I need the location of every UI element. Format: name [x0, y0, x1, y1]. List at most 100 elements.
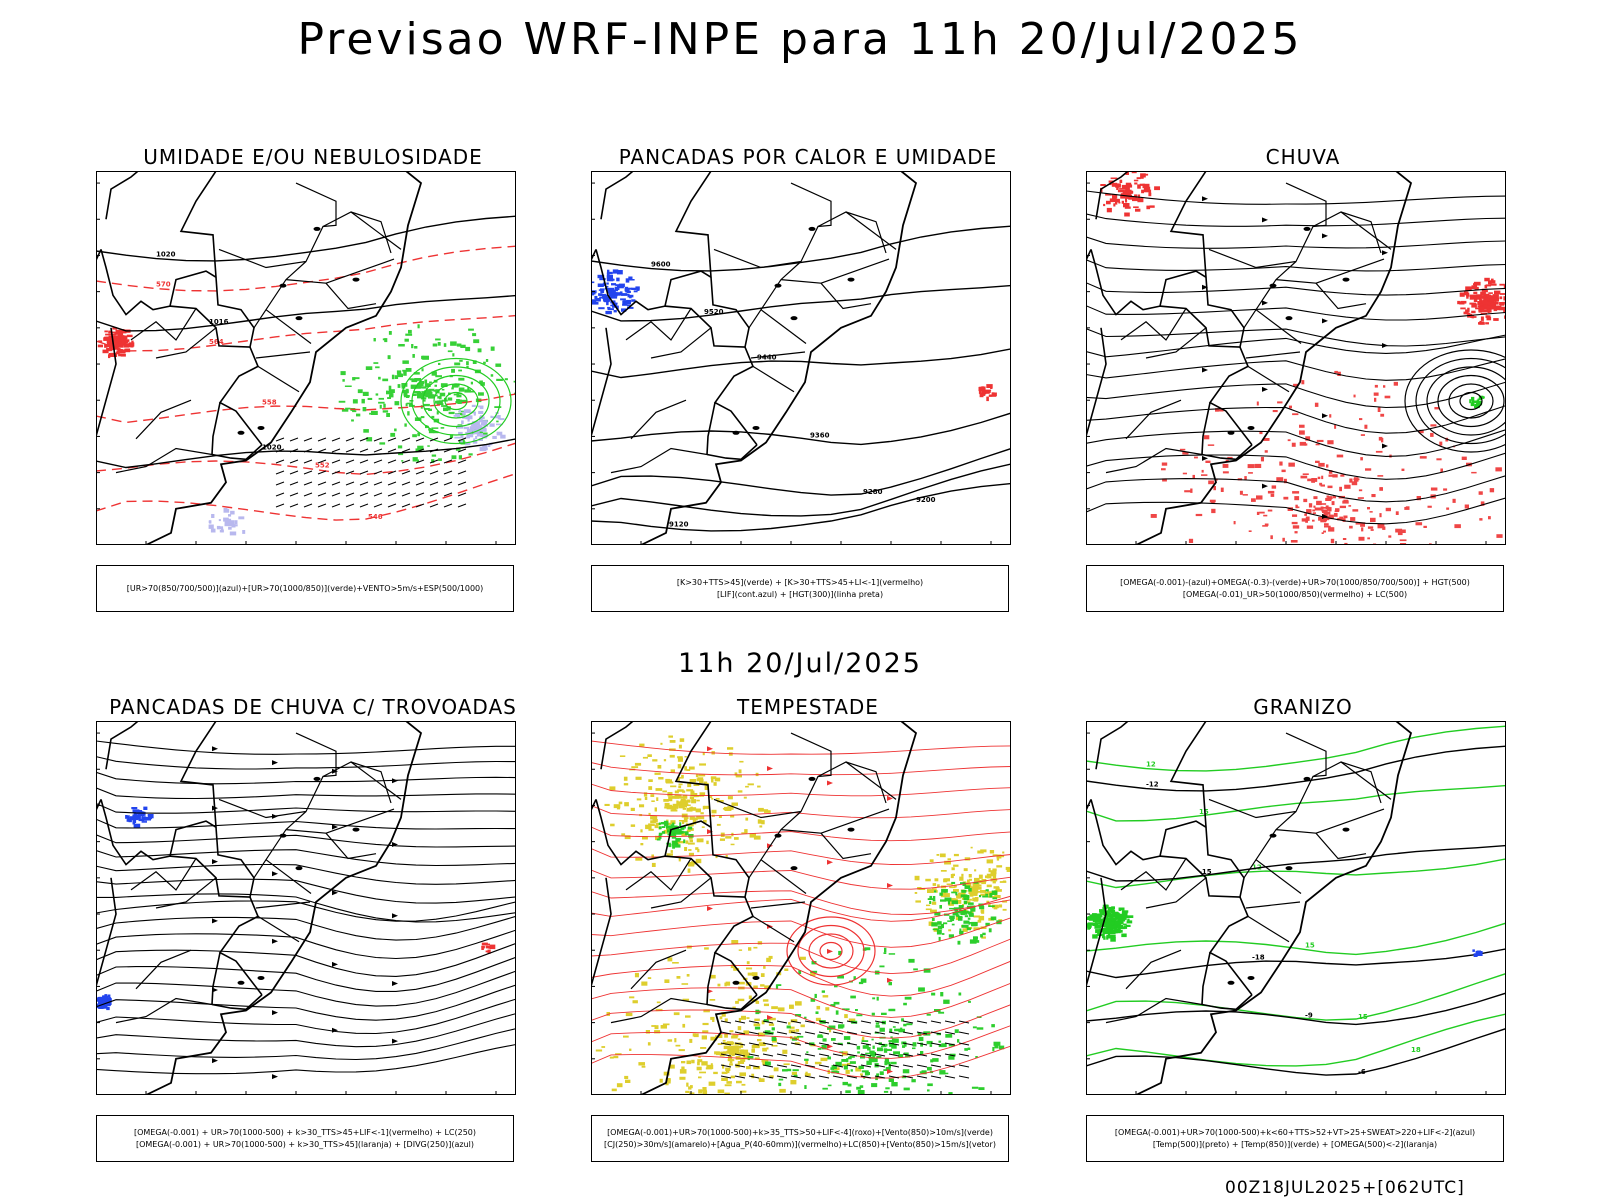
humidity-green-cell	[424, 408, 430, 410]
jet-yellow-south-cell	[659, 1078, 663, 1083]
wind850-green-east-cell	[948, 934, 954, 938]
wind850-green-east-cell	[943, 922, 948, 925]
jet-yellow-north-cell	[686, 799, 691, 803]
basemap	[591, 721, 918, 1095]
jet-yellow-east-cell	[971, 892, 977, 894]
country-border	[1201, 402, 1211, 455]
jet-yellow-north-cell	[636, 798, 642, 801]
jet-yellow-north-cell	[666, 822, 672, 826]
humidity-green-cell	[485, 359, 489, 362]
state-border	[610, 997, 708, 1024]
coastline	[640, 171, 918, 545]
humidity-green-cell	[439, 392, 446, 397]
jet-yellow-north-cell	[730, 815, 735, 818]
red-dots-west-cell	[113, 348, 119, 350]
lif-blue-cell	[606, 285, 609, 288]
jet-yellow-north-cell	[630, 807, 635, 811]
rain-red-band-cell	[1317, 476, 1321, 480]
humidity-green-cell	[390, 432, 396, 437]
rain-red-nw-cell	[1135, 208, 1141, 212]
vortex-ring	[786, 916, 876, 986]
state-border	[630, 399, 687, 440]
jet-yellow-east-cell	[928, 921, 934, 926]
wind-vector	[888, 1031, 900, 1035]
country-border	[591, 327, 612, 437]
wind850-green-east-cell	[985, 922, 990, 926]
wind-vector	[860, 1031, 872, 1035]
humidity-blue-south-cell	[218, 519, 221, 522]
rain-red-band-cell	[1334, 370, 1338, 374]
wind850-green-cell	[842, 1008, 846, 1011]
rain-red-east-cell	[1479, 303, 1484, 306]
wind850-green-cell	[943, 999, 950, 1004]
wind-vector	[874, 1064, 886, 1068]
rain-red-band-cell	[1247, 464, 1255, 469]
wind-vector	[443, 470, 453, 475]
lif-blue-cell	[591, 299, 597, 303]
wind-vector	[748, 1020, 760, 1024]
rain-red-nw-cell	[1110, 177, 1118, 180]
wind850-green-cell	[992, 1046, 995, 1052]
jet-yellow-north-cell	[683, 816, 689, 820]
jet-yellow-north-cell	[757, 819, 762, 824]
wind850-green-cell	[888, 1008, 896, 1012]
wind850-green-cell	[918, 1036, 924, 1042]
streamline	[96, 1028, 516, 1061]
jet-yellow-north-cell	[703, 781, 708, 785]
country-border	[105, 171, 166, 220]
jet-yellow-north-cell	[689, 839, 693, 843]
rain-red-nw-cell	[1133, 206, 1139, 208]
humidity-blue-cell	[461, 420, 464, 425]
wind850-green-east-cell	[979, 905, 985, 910]
contour-label: -15	[1199, 868, 1212, 876]
jet-yellow-south-cell	[709, 999, 716, 1001]
jet-yellow-south-cell	[629, 996, 635, 999]
jet-yellow-south-cell	[738, 1017, 741, 1023]
jet-yellow-east-cell	[992, 879, 996, 884]
wind-vector	[331, 492, 341, 497]
rain-red-band-cell	[1294, 531, 1298, 534]
jet-yellow-north-cell	[677, 756, 683, 759]
lake	[279, 833, 287, 838]
streamline	[96, 915, 516, 941]
wind850-green-cell	[888, 1078, 894, 1082]
jet-yellow-south-cell	[641, 981, 648, 986]
panel-title: GRANIZO	[1253, 695, 1353, 719]
rain-red-nw-cell	[1103, 203, 1106, 207]
wind-vector	[720, 1064, 732, 1068]
humidity-green-cell	[411, 404, 415, 407]
temp500-contours: -12-15-18-9-6	[1086, 745, 1506, 1076]
jet-yellow-south-cell	[845, 1069, 850, 1074]
wind850-green-cell	[893, 1051, 900, 1055]
contour-line	[96, 472, 516, 521]
wind850-green-cell	[872, 1054, 875, 1060]
wind850-green-cell	[975, 1056, 978, 1059]
wind-vector	[275, 448, 285, 453]
rain-red-band-cell	[1461, 456, 1467, 460]
rain-red-nw-cell	[1108, 180, 1114, 183]
humidity-green-cell	[504, 378, 508, 381]
humidity-green-cell	[382, 338, 386, 341]
jet-yellow-south-cell	[712, 1018, 715, 1022]
jet-yellow-north-cell	[695, 774, 699, 778]
jet-yellow-north-cell	[679, 738, 685, 742]
state-border	[630, 949, 687, 990]
jet-yellow-south-cell	[741, 1083, 746, 1086]
wind850-green-cell	[879, 965, 885, 968]
contour-label: 9440	[757, 354, 777, 362]
jet-yellow-east-cell	[988, 868, 991, 873]
jet-yellow-north-cell	[689, 807, 697, 811]
wind850-green-east-cell	[985, 889, 989, 892]
wind-vector	[930, 1053, 942, 1057]
jet-yellow-south-cell	[613, 1055, 619, 1059]
state-border	[760, 859, 807, 894]
jet-yellow-south-cell	[717, 1043, 723, 1045]
divg-blue-cell	[136, 814, 141, 817]
streamline	[1086, 236, 1506, 249]
jet-yellow-south-cell	[805, 1060, 809, 1064]
red-dots-west-cell	[118, 344, 124, 348]
rain-red-band-cell	[1288, 462, 1295, 467]
jet-yellow-north-cell	[696, 795, 701, 797]
humidity-blue-cell	[463, 409, 471, 413]
humidity-blue-south-cell	[228, 526, 232, 530]
